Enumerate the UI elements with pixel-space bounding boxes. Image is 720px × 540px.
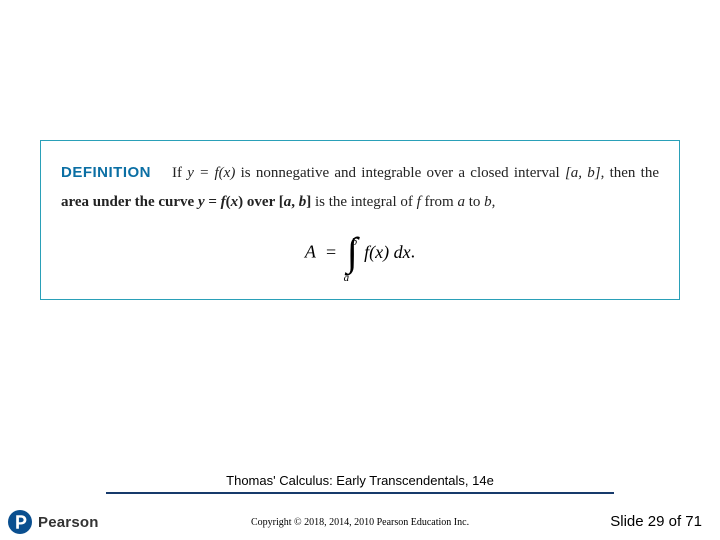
definition-box: DEFINITION If y = f(x) is nonnegative an… xyxy=(40,140,680,300)
formula: A = ∫ba f(x) dx. xyxy=(305,230,415,277)
slide: DEFINITION If y = f(x) is nonnegative an… xyxy=(0,0,720,540)
interval: [a, b] xyxy=(565,165,601,181)
text: from xyxy=(425,194,458,210)
text: , xyxy=(492,194,496,210)
text: , then the xyxy=(601,165,659,181)
lower-bound: a xyxy=(344,272,350,284)
footer-title-bar: Thomas' Calculus: Early Transcendentals,… xyxy=(0,472,720,494)
f-symbol: f xyxy=(417,194,421,210)
text: If xyxy=(172,165,187,181)
text: to xyxy=(469,194,484,210)
bold-text: area under the curve y = f(x) over [a, b… xyxy=(61,194,311,210)
expr-y-eq-fx: y = f(x) xyxy=(187,165,235,181)
integrand: f(x) dx xyxy=(364,242,410,262)
slide-number: Slide 29 of 71 xyxy=(610,513,702,530)
upper-bound: b xyxy=(352,236,358,248)
footer-bar: Pearson Copyright © 2018, 2014, 2010 Pea… xyxy=(0,498,720,540)
formula-lhs: A xyxy=(305,242,316,262)
book-title: Thomas' Calculus: Early Transcendentals,… xyxy=(106,473,614,494)
definition-label: DEFINITION xyxy=(61,164,151,181)
bold-phrase: area under the curve y = f(x) over [a, b… xyxy=(61,194,311,210)
content-area: DEFINITION If y = f(x) is nonnegative an… xyxy=(40,140,680,300)
period: . xyxy=(411,242,416,262)
a-symbol: a xyxy=(457,194,465,210)
definition-paragraph: DEFINITION If y = f(x) is nonnegative an… xyxy=(61,159,659,216)
text: is the integral of xyxy=(311,194,416,210)
b-symbol: b xyxy=(484,194,492,210)
equals-sign: = xyxy=(326,242,336,262)
formula-wrap: A = ∫ba f(x) dx. xyxy=(61,230,659,277)
text: is nonnegative and integrable over a clo… xyxy=(241,165,565,181)
